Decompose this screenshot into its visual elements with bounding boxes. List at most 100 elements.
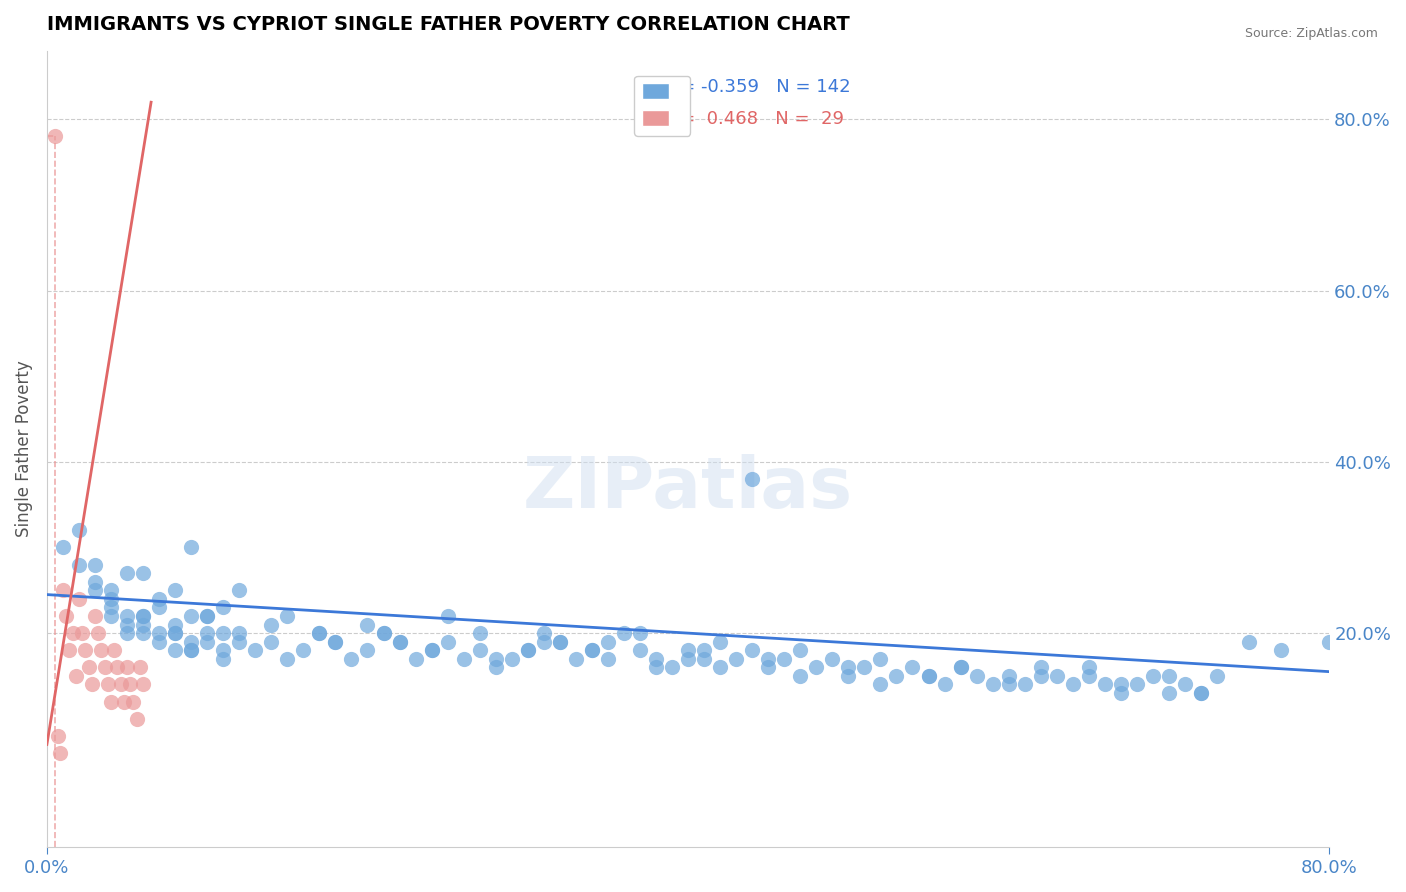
Point bbox=[756, 660, 779, 674]
Point bbox=[949, 660, 972, 674]
Point bbox=[97, 677, 120, 691]
Y-axis label: Single Father Poverty: Single Father Poverty bbox=[15, 360, 32, 537]
Point bbox=[741, 643, 763, 657]
Point bbox=[52, 541, 75, 555]
Point bbox=[110, 677, 132, 691]
Point bbox=[65, 669, 87, 683]
Point bbox=[548, 634, 571, 648]
Point bbox=[917, 669, 939, 683]
Point bbox=[212, 600, 235, 615]
Point bbox=[837, 669, 859, 683]
Point bbox=[806, 660, 828, 674]
Point bbox=[340, 652, 363, 666]
Point bbox=[165, 583, 187, 598]
Point bbox=[388, 634, 411, 648]
Point bbox=[886, 669, 908, 683]
Point bbox=[228, 583, 250, 598]
Point bbox=[148, 626, 170, 640]
Point bbox=[180, 643, 202, 657]
Point bbox=[405, 652, 427, 666]
Point bbox=[228, 626, 250, 640]
Point bbox=[292, 643, 315, 657]
Point bbox=[148, 634, 170, 648]
Point bbox=[917, 669, 939, 683]
Point bbox=[90, 643, 112, 657]
Point bbox=[100, 591, 122, 606]
Point bbox=[1317, 634, 1340, 648]
Point bbox=[468, 626, 491, 640]
Point bbox=[1109, 677, 1132, 691]
Point bbox=[1046, 669, 1069, 683]
Point bbox=[260, 617, 283, 632]
Point bbox=[1062, 677, 1084, 691]
Point bbox=[132, 677, 155, 691]
Point bbox=[709, 634, 731, 648]
Point bbox=[453, 652, 475, 666]
Point bbox=[100, 695, 122, 709]
Point bbox=[100, 600, 122, 615]
Point bbox=[115, 609, 138, 624]
Point bbox=[789, 669, 811, 683]
Point bbox=[596, 634, 619, 648]
Point bbox=[308, 626, 330, 640]
Point bbox=[132, 626, 155, 640]
Point bbox=[70, 626, 93, 640]
Point bbox=[388, 634, 411, 648]
Point bbox=[676, 652, 699, 666]
Point bbox=[120, 677, 142, 691]
Point bbox=[308, 626, 330, 640]
Point bbox=[1270, 643, 1292, 657]
Point bbox=[195, 609, 218, 624]
Point bbox=[212, 643, 235, 657]
Point bbox=[165, 643, 187, 657]
Point bbox=[869, 677, 891, 691]
Point bbox=[87, 626, 110, 640]
Point bbox=[165, 617, 187, 632]
Point bbox=[1126, 677, 1149, 691]
Point bbox=[548, 634, 571, 648]
Point bbox=[693, 643, 716, 657]
Point bbox=[260, 634, 283, 648]
Point bbox=[356, 643, 378, 657]
Point bbox=[52, 583, 75, 598]
Text: Source: ZipAtlas.com: Source: ZipAtlas.com bbox=[1244, 27, 1378, 40]
Point bbox=[756, 652, 779, 666]
Point bbox=[165, 626, 187, 640]
Point bbox=[1014, 677, 1036, 691]
Point bbox=[533, 626, 555, 640]
Point bbox=[1157, 669, 1180, 683]
Point bbox=[195, 609, 218, 624]
Point bbox=[132, 609, 155, 624]
Point bbox=[100, 583, 122, 598]
Point bbox=[1029, 669, 1052, 683]
Point bbox=[67, 558, 90, 572]
Point bbox=[103, 643, 125, 657]
Point bbox=[115, 617, 138, 632]
Point bbox=[709, 660, 731, 674]
Point bbox=[58, 643, 80, 657]
Point bbox=[420, 643, 443, 657]
Point bbox=[84, 609, 107, 624]
Point bbox=[1157, 686, 1180, 700]
Point bbox=[180, 634, 202, 648]
Point bbox=[67, 524, 90, 538]
Point bbox=[325, 634, 347, 648]
Point bbox=[501, 652, 523, 666]
Point bbox=[276, 652, 298, 666]
Point bbox=[934, 677, 956, 691]
Point bbox=[84, 558, 107, 572]
Point bbox=[62, 626, 84, 640]
Text: ZIPatlas: ZIPatlas bbox=[523, 454, 853, 524]
Point bbox=[122, 695, 145, 709]
Point bbox=[128, 660, 150, 674]
Point bbox=[516, 643, 538, 657]
Text: R = -0.359   N = 142: R = -0.359 N = 142 bbox=[662, 78, 851, 95]
Point bbox=[1237, 634, 1260, 648]
Point bbox=[112, 695, 135, 709]
Point bbox=[1094, 677, 1116, 691]
Point bbox=[436, 634, 458, 648]
Point bbox=[180, 643, 202, 657]
Point bbox=[107, 660, 129, 674]
Point bbox=[1206, 669, 1229, 683]
Point bbox=[468, 643, 491, 657]
